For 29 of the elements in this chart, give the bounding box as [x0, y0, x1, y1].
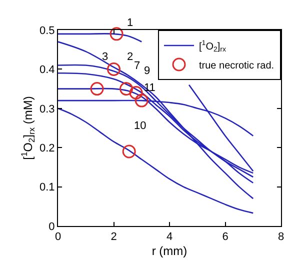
y-tick-label: 0: [48, 220, 55, 233]
point: [110, 27, 124, 41]
x-axis-title: r (mm): [152, 244, 188, 258]
point: [129, 86, 143, 100]
y-tick-label: 0.1: [40, 182, 55, 194]
annotation: 3: [102, 51, 108, 63]
x-tick-label: 4: [166, 231, 173, 244]
x-tick-label: 2: [110, 231, 117, 244]
point: [122, 144, 136, 158]
point: [134, 94, 148, 108]
annotation: 9: [144, 65, 150, 77]
point: [107, 62, 120, 76]
legend-label: [$^{1}$O$_{2}$]$_{rx}$: [199, 40, 226, 54]
point: [90, 82, 104, 96]
annotation: 7: [134, 60, 140, 72]
y-tick-label: 0.4: [40, 64, 55, 76]
legend-label: true necrotic rad.: [199, 60, 274, 72]
x-tick-label: 6: [222, 231, 228, 244]
annotation: 2: [127, 51, 134, 63]
line-series: [58, 41, 254, 200]
line-series: [58, 108, 254, 214]
point: [120, 82, 134, 96]
y-tick-label: 0.3: [40, 103, 55, 116]
text: 1: [127, 17, 134, 29]
annotation: 11: [144, 82, 156, 94]
annotation: 10: [134, 120, 146, 132]
x-tick-label: 8: [278, 231, 284, 244]
y-tick-label: 0.5: [40, 24, 55, 37]
y-tick-label: 0.2: [40, 142, 55, 154]
